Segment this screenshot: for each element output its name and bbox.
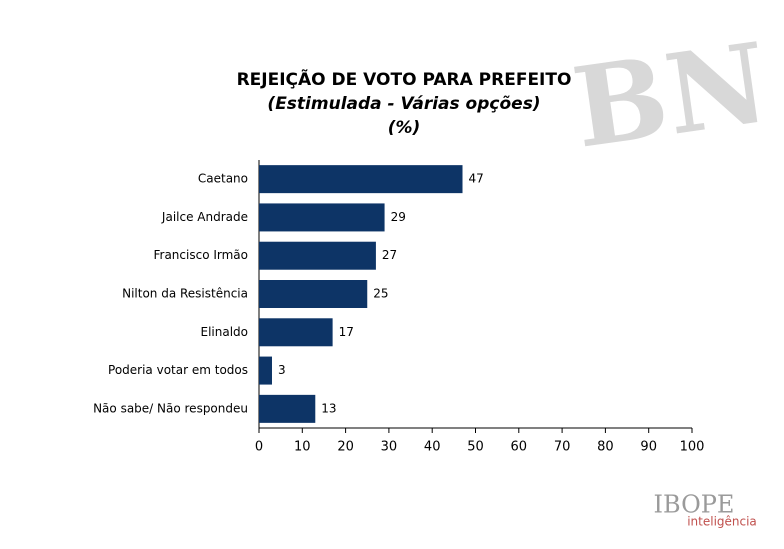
data-label: 29 bbox=[391, 210, 406, 224]
x-tick-label: 70 bbox=[554, 440, 571, 455]
data-label: 47 bbox=[469, 172, 484, 186]
brand-logo: IBOPE bbox=[654, 491, 735, 519]
x-tick-label: 90 bbox=[640, 440, 657, 455]
y-tick-label: Jailce Andrade bbox=[161, 210, 248, 224]
bar bbox=[259, 241, 376, 270]
data-label: 25 bbox=[373, 287, 388, 301]
bar bbox=[259, 280, 368, 308]
x-tick-label: 40 bbox=[424, 440, 441, 455]
data-label: 3 bbox=[278, 363, 286, 377]
x-tick-label: 10 bbox=[294, 440, 311, 455]
unit-note: (%) bbox=[388, 118, 421, 138]
data-label: 13 bbox=[321, 401, 336, 415]
bar bbox=[259, 394, 316, 423]
data-label: 17 bbox=[339, 325, 354, 339]
data-label: 27 bbox=[382, 248, 397, 262]
bar bbox=[259, 203, 385, 232]
bar bbox=[259, 165, 463, 194]
y-tick-label: Caetano bbox=[198, 172, 248, 186]
x-tick-label: 60 bbox=[511, 440, 528, 455]
x-tick-label: 80 bbox=[597, 440, 614, 455]
x-tick-label: 20 bbox=[337, 440, 354, 455]
watermark-logo: BN bbox=[566, 18, 776, 173]
x-tick-label: 30 bbox=[381, 440, 398, 455]
bar bbox=[259, 356, 272, 385]
x-tick-label: 50 bbox=[467, 440, 484, 455]
bar bbox=[259, 318, 333, 347]
y-tick-label: Elinaldo bbox=[200, 325, 248, 339]
x-tick-label: 0 bbox=[255, 440, 263, 455]
y-tick-label: Não sabe/ Não respondeu bbox=[93, 401, 248, 415]
brand-sub: inteligência bbox=[687, 515, 757, 529]
y-tick-label: Nilton da Resistência bbox=[122, 287, 248, 301]
x-tick-label: 100 bbox=[680, 440, 705, 455]
y-tick-label: Francisco Irmão bbox=[153, 248, 248, 262]
chart-title: REJEIÇÃO DE VOTO PARA PREFEITO bbox=[237, 67, 572, 90]
y-tick-label: Poderia votar em todos bbox=[108, 363, 248, 377]
chart-subtitle: (Estimulada - Várias opções) bbox=[267, 94, 540, 114]
